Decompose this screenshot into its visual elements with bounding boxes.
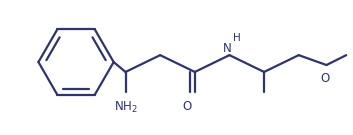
Text: O: O xyxy=(321,72,330,85)
Text: NH$_2$: NH$_2$ xyxy=(114,100,137,115)
Text: N: N xyxy=(223,42,232,55)
Text: O: O xyxy=(182,100,192,113)
Text: H: H xyxy=(233,33,241,43)
